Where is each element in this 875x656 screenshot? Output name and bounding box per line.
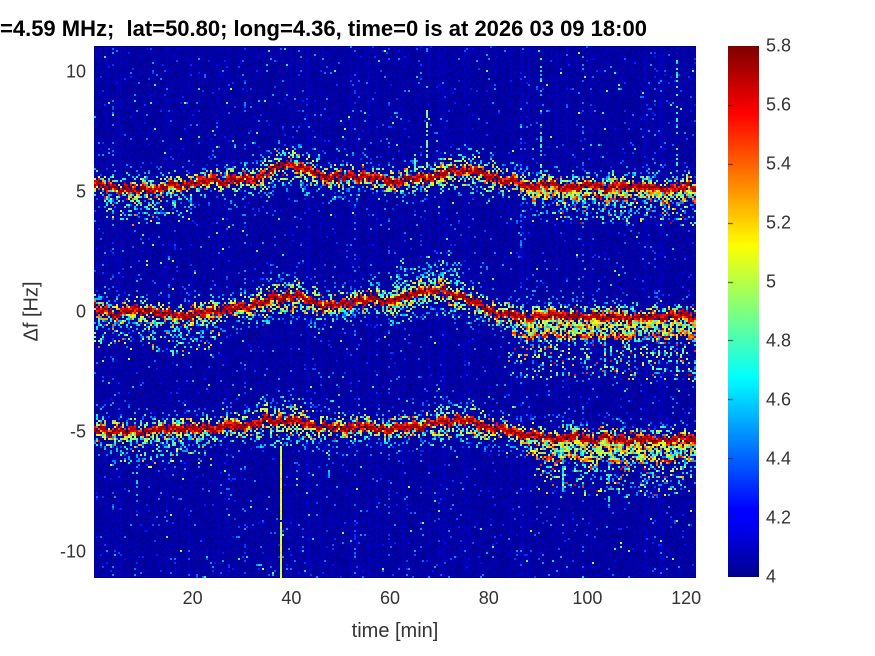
- colorbar-tick-label: 5.8: [766, 35, 792, 56]
- colorbar-canvas: [728, 46, 759, 577]
- y-tick-label: 0: [75, 301, 86, 322]
- y-tick-label: 5: [75, 181, 86, 202]
- colorbar-tick-label: 4.6: [766, 389, 792, 410]
- plot-area: [94, 46, 696, 578]
- x-tick-label: 120: [671, 588, 702, 608]
- x-tick-label: 100: [572, 588, 603, 608]
- colorbar-tick-label: 4.4: [766, 448, 792, 469]
- y-tick-label: 10: [65, 61, 86, 82]
- colorbar-tick-label: 5: [766, 271, 777, 292]
- chart-title: =4.59 MHz; lat=50.80; long=4.36, time=0 …: [0, 16, 647, 41]
- spectrogram-canvas: [94, 46, 696, 578]
- colorbar-tick-label: 4.2: [766, 507, 792, 528]
- x-tick-label: 80: [478, 588, 499, 608]
- y-tick-label: -10: [59, 541, 86, 562]
- colorbar-tick-label: 4: [766, 566, 777, 587]
- y-tick-label: -5: [69, 421, 86, 442]
- colorbar-tick-label: 5.6: [766, 94, 792, 115]
- colorbar-tick-label: 5.4: [766, 153, 792, 174]
- x-tick-label: 40: [281, 588, 302, 608]
- x-tick-label: 60: [380, 588, 401, 608]
- colorbar-tick-label: 5.2: [766, 212, 792, 233]
- x-axis-label: time [min]: [351, 620, 439, 642]
- colorbar-tick-label: 4.8: [766, 330, 792, 351]
- colorbar: [728, 46, 759, 577]
- x-tick-label: 20: [182, 588, 203, 608]
